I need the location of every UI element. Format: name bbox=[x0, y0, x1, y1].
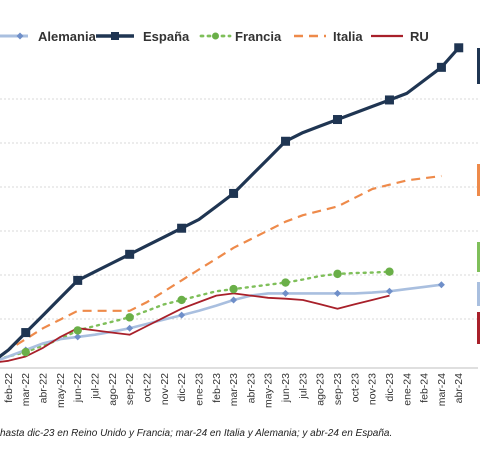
footnote: hasta dic-23 en Reino Unido y Francia; m… bbox=[0, 428, 393, 439]
data-point-alemania bbox=[334, 289, 341, 297]
x-tick-label: nov-23 bbox=[367, 373, 379, 405]
x-tick-label: feb-24 bbox=[419, 373, 431, 403]
x-tick-label: ago-22 bbox=[107, 373, 119, 406]
series-line-alemania bbox=[0, 283, 442, 362]
x-tick-label: oct-23 bbox=[349, 373, 361, 402]
x-tick-label: mar-22 bbox=[20, 373, 32, 406]
data-point-españa bbox=[384, 95, 394, 105]
data-point-alemania bbox=[74, 333, 82, 341]
x-tick-label: may-23 bbox=[263, 373, 275, 408]
end-label-bar bbox=[477, 164, 480, 196]
series-markers bbox=[21, 43, 464, 357]
x-tick-label: ago-23 bbox=[315, 373, 327, 406]
data-point-francia bbox=[21, 347, 30, 357]
series-line-españa bbox=[0, 46, 460, 359]
x-tick-label: ene-23 bbox=[193, 373, 205, 406]
data-point-francia bbox=[125, 313, 134, 322]
legend-marker-francia bbox=[212, 32, 219, 40]
series-line-francia bbox=[0, 270, 391, 360]
data-point-alemania bbox=[385, 287, 393, 295]
data-point-españa bbox=[454, 43, 464, 53]
data-point-francia bbox=[177, 295, 186, 305]
x-tick-label: jul-23 bbox=[297, 373, 309, 400]
x-tick-label: ene-24 bbox=[401, 373, 413, 406]
right-edge-bars bbox=[477, 48, 480, 344]
data-point-alemania bbox=[282, 289, 290, 297]
series-line-ru bbox=[0, 292, 390, 363]
data-point-francia bbox=[333, 269, 342, 279]
x-tick-label: may-22 bbox=[55, 373, 67, 408]
x-tick-label: mar-24 bbox=[436, 373, 448, 406]
x-tick-label: oct-22 bbox=[141, 373, 153, 402]
x-tick-label: nov-22 bbox=[159, 373, 171, 405]
series-lines bbox=[0, 46, 460, 363]
data-point-alemania bbox=[126, 324, 134, 332]
legend-marker-alemania bbox=[16, 32, 24, 40]
legend-label-italia: Italia bbox=[333, 29, 363, 44]
x-tick-label: sep-23 bbox=[332, 373, 344, 405]
legend-marker-españa bbox=[111, 32, 119, 40]
x-tick-label: jun-22 bbox=[72, 373, 84, 403]
data-point-españa bbox=[229, 188, 239, 198]
data-point-francia bbox=[385, 267, 394, 276]
end-label-bar bbox=[477, 242, 480, 272]
data-point-españa bbox=[333, 115, 342, 125]
end-label-bar bbox=[477, 312, 480, 344]
end-label-bar bbox=[477, 282, 480, 306]
data-point-francia bbox=[281, 278, 290, 287]
legend: Alemania España Francia Italia RU bbox=[0, 29, 429, 44]
x-tick-label: jun-23 bbox=[280, 373, 292, 403]
x-tick-label: dic-23 bbox=[384, 373, 396, 402]
data-point-españa bbox=[281, 136, 291, 146]
legend-label-alemania: Alemania bbox=[38, 29, 97, 44]
x-tick-label: feb-23 bbox=[211, 373, 223, 403]
data-point-españa bbox=[177, 223, 187, 233]
x-tick-label: abr-22 bbox=[38, 373, 50, 404]
legend-label-ru: RU bbox=[410, 29, 429, 44]
x-tick-label: abr-24 bbox=[453, 373, 465, 404]
legend-label-españa: España bbox=[143, 29, 190, 44]
data-point-españa bbox=[21, 328, 31, 338]
data-point-alemania bbox=[437, 281, 445, 289]
x-tick-label: abr-23 bbox=[245, 373, 257, 404]
legend-label-francia: Francia bbox=[235, 29, 282, 44]
x-axis: feb-22 mar-22 abr-22 may-22 jun-22 jul-22 ago-… bbox=[0, 367, 478, 408]
data-point-francia bbox=[229, 284, 238, 294]
x-tick-label: mar-23 bbox=[228, 373, 240, 406]
x-tick-label: feb-22 bbox=[3, 373, 15, 403]
x-tick-label: dic-22 bbox=[176, 373, 188, 402]
data-point-españa bbox=[125, 249, 135, 259]
data-point-españa bbox=[73, 275, 83, 285]
x-tick-label: jul-22 bbox=[90, 373, 102, 400]
data-point-españa bbox=[436, 62, 446, 72]
data-point-alemania bbox=[230, 296, 238, 304]
data-point-alemania bbox=[178, 311, 186, 319]
end-label-bar bbox=[477, 48, 480, 84]
data-point-francia bbox=[73, 326, 82, 335]
x-tick-label: sep-22 bbox=[124, 373, 136, 405]
